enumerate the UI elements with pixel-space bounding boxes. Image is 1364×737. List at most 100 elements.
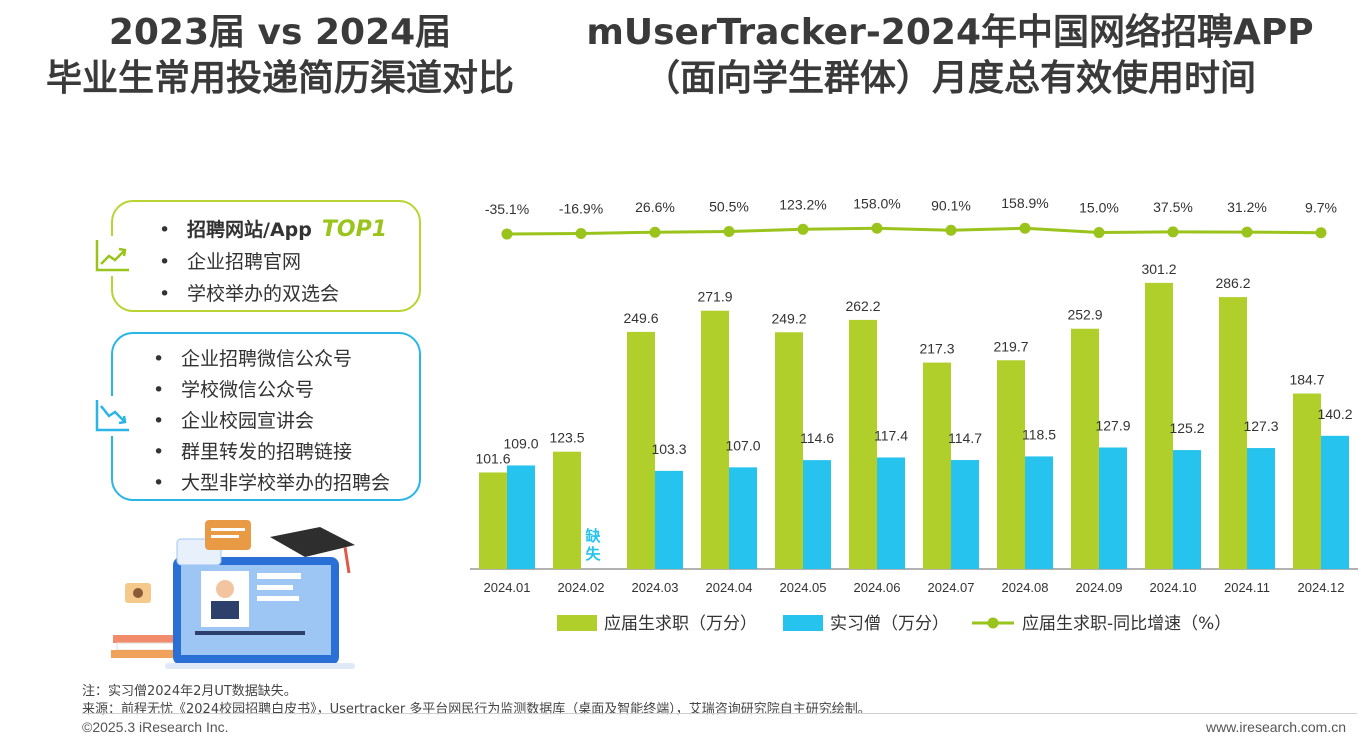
growth-point (575, 228, 587, 240)
bar-yingjiesheng (1071, 328, 1099, 569)
x-tick-label: 2024.08 (1002, 580, 1049, 595)
bar-shixiseng (1025, 456, 1053, 569)
bar-shixiseng (803, 460, 831, 569)
x-tick-label: 2024.04 (706, 580, 753, 595)
x-tick-label: 2024.07 (928, 580, 975, 595)
legend-label: 应届生求职（万分） (604, 614, 757, 634)
data-label: 286.2 (1215, 275, 1250, 291)
growth-label: 9.7% (1305, 200, 1337, 216)
bar-shixiseng (729, 467, 757, 569)
legend-label: 实习僧（万分） (830, 614, 949, 634)
bar-yingjiesheng (1219, 297, 1247, 569)
growth-label: 31.2% (1227, 199, 1267, 215)
growth-point (871, 222, 883, 234)
x-tick-label: 2024.09 (1076, 580, 1123, 595)
data-label: 127.3 (1243, 418, 1278, 434)
missing-data-label: 缺 (584, 527, 601, 545)
bar-yingjiesheng (775, 332, 803, 569)
copyright: ©2025.3 iResearch Inc. (82, 719, 229, 735)
growth-label: 123.2% (779, 196, 826, 212)
growth-point (797, 223, 809, 235)
x-tick-label: 2024.02 (558, 580, 605, 595)
data-label: 109.0 (503, 435, 538, 451)
x-tick-label: 2024.01 (484, 580, 531, 595)
bar-yingjiesheng (997, 360, 1025, 569)
bar-yingjiesheng (1293, 393, 1321, 569)
growth-label: 158.9% (1001, 195, 1048, 211)
growth-point (501, 228, 513, 240)
falling-channel-list: 企业招聘微信公众号 学校微信公众号 企业校园宣讲会 群里转发的招聘链接 大型非学… (153, 344, 390, 499)
list-item: 群里转发的招聘链接 (153, 437, 390, 468)
x-tick-label: 2024.03 (632, 580, 679, 595)
legend-swatch (557, 615, 597, 631)
growth-point (1167, 226, 1179, 238)
bar-yingjiesheng (849, 319, 877, 569)
data-label: 117.4 (874, 427, 908, 443)
bar-yingjiesheng (923, 362, 951, 569)
data-label: 219.7 (993, 338, 1028, 354)
source-note: 来源：前程无忧《2024校园招聘白皮书》，Usertracker 多平台网民行为… (82, 702, 871, 717)
growth-label: 158.0% (853, 195, 900, 211)
bar-shixiseng (951, 460, 979, 569)
right-title-line1: mUserTracker-2024年中国网络招聘APP (586, 12, 1314, 53)
bar-shixiseng (1321, 435, 1349, 569)
website: www.iresearch.com.cn (1205, 719, 1346, 735)
left-title: 2023届 vs 2024届 毕业生常用投递简历渠道对比 (0, 10, 560, 102)
trend-up-icon (89, 236, 133, 276)
legend-line-marker (987, 617, 999, 629)
top1-badge: TOP1 (321, 217, 387, 242)
list-item: 大型非学校举办的招聘会 (153, 468, 390, 499)
x-tick-label: 2024.05 (780, 580, 827, 595)
data-label: 140.2 (1317, 406, 1352, 422)
data-label: 123.5 (549, 430, 584, 446)
data-label: 101.6 (475, 450, 510, 466)
bar-shixiseng (655, 470, 683, 569)
data-label: 271.9 (697, 289, 732, 305)
data-label: 107.0 (725, 437, 760, 453)
growth-point (1315, 227, 1327, 239)
data-label: 118.5 (1022, 426, 1056, 442)
bar-shixiseng (877, 457, 905, 569)
left-title-line2: 毕业生常用投递简历渠道对比 (45, 58, 514, 99)
list-item: 学校微信公众号 (153, 375, 390, 406)
footnote: 注：实习僧2024年2月UT数据缺失。 (82, 684, 297, 699)
data-label: 262.2 (845, 298, 880, 314)
data-label: 249.6 (623, 310, 658, 326)
data-label: 249.2 (771, 310, 806, 326)
list-item: 企业招聘官网 (159, 246, 387, 278)
x-tick-label: 2024.06 (854, 580, 901, 595)
data-label: 301.2 (1141, 261, 1176, 277)
growth-point (649, 226, 661, 238)
list-item: 学校举办的双选会 (159, 278, 387, 310)
legend-label: 应届生求职-同比增速（%） (1022, 614, 1231, 634)
bar-shixiseng (1247, 448, 1275, 569)
growth-label: 90.1% (931, 197, 971, 213)
bar-shixiseng (1099, 447, 1127, 569)
bar-yingjiesheng (627, 331, 655, 569)
left-title-line1: 2023届 vs 2024届 (108, 12, 452, 53)
x-tick-label: 2024.11 (1224, 580, 1270, 595)
data-label: 252.9 (1067, 307, 1102, 323)
data-label: 125.2 (1169, 420, 1204, 436)
footer-divider (82, 713, 1357, 714)
list-item: 企业校园宣讲会 (153, 406, 390, 437)
data-label: 217.3 (919, 341, 954, 357)
graduate-laptop-illustration (111, 520, 355, 669)
growth-point (723, 225, 735, 237)
x-tick-label: 2024.12 (1298, 580, 1345, 595)
right-title-line2: （面向学生群体）月度总有效使用时间 (643, 58, 1256, 99)
bar-shixiseng (1173, 450, 1201, 569)
growth-label: -35.1% (485, 201, 529, 217)
falling-channels-box: 企业招聘微信公众号 学校微信公众号 企业校园宣讲会 群里转发的招聘链接 大型非学… (89, 332, 421, 501)
growth-point (1093, 227, 1105, 239)
growth-label: -16.9% (559, 201, 603, 217)
bar-yingjiesheng (1145, 282, 1173, 569)
growth-label: 37.5% (1153, 199, 1193, 215)
growth-point (1241, 226, 1253, 238)
growth-point (1019, 222, 1031, 234)
bar-yingjiesheng (553, 451, 581, 569)
